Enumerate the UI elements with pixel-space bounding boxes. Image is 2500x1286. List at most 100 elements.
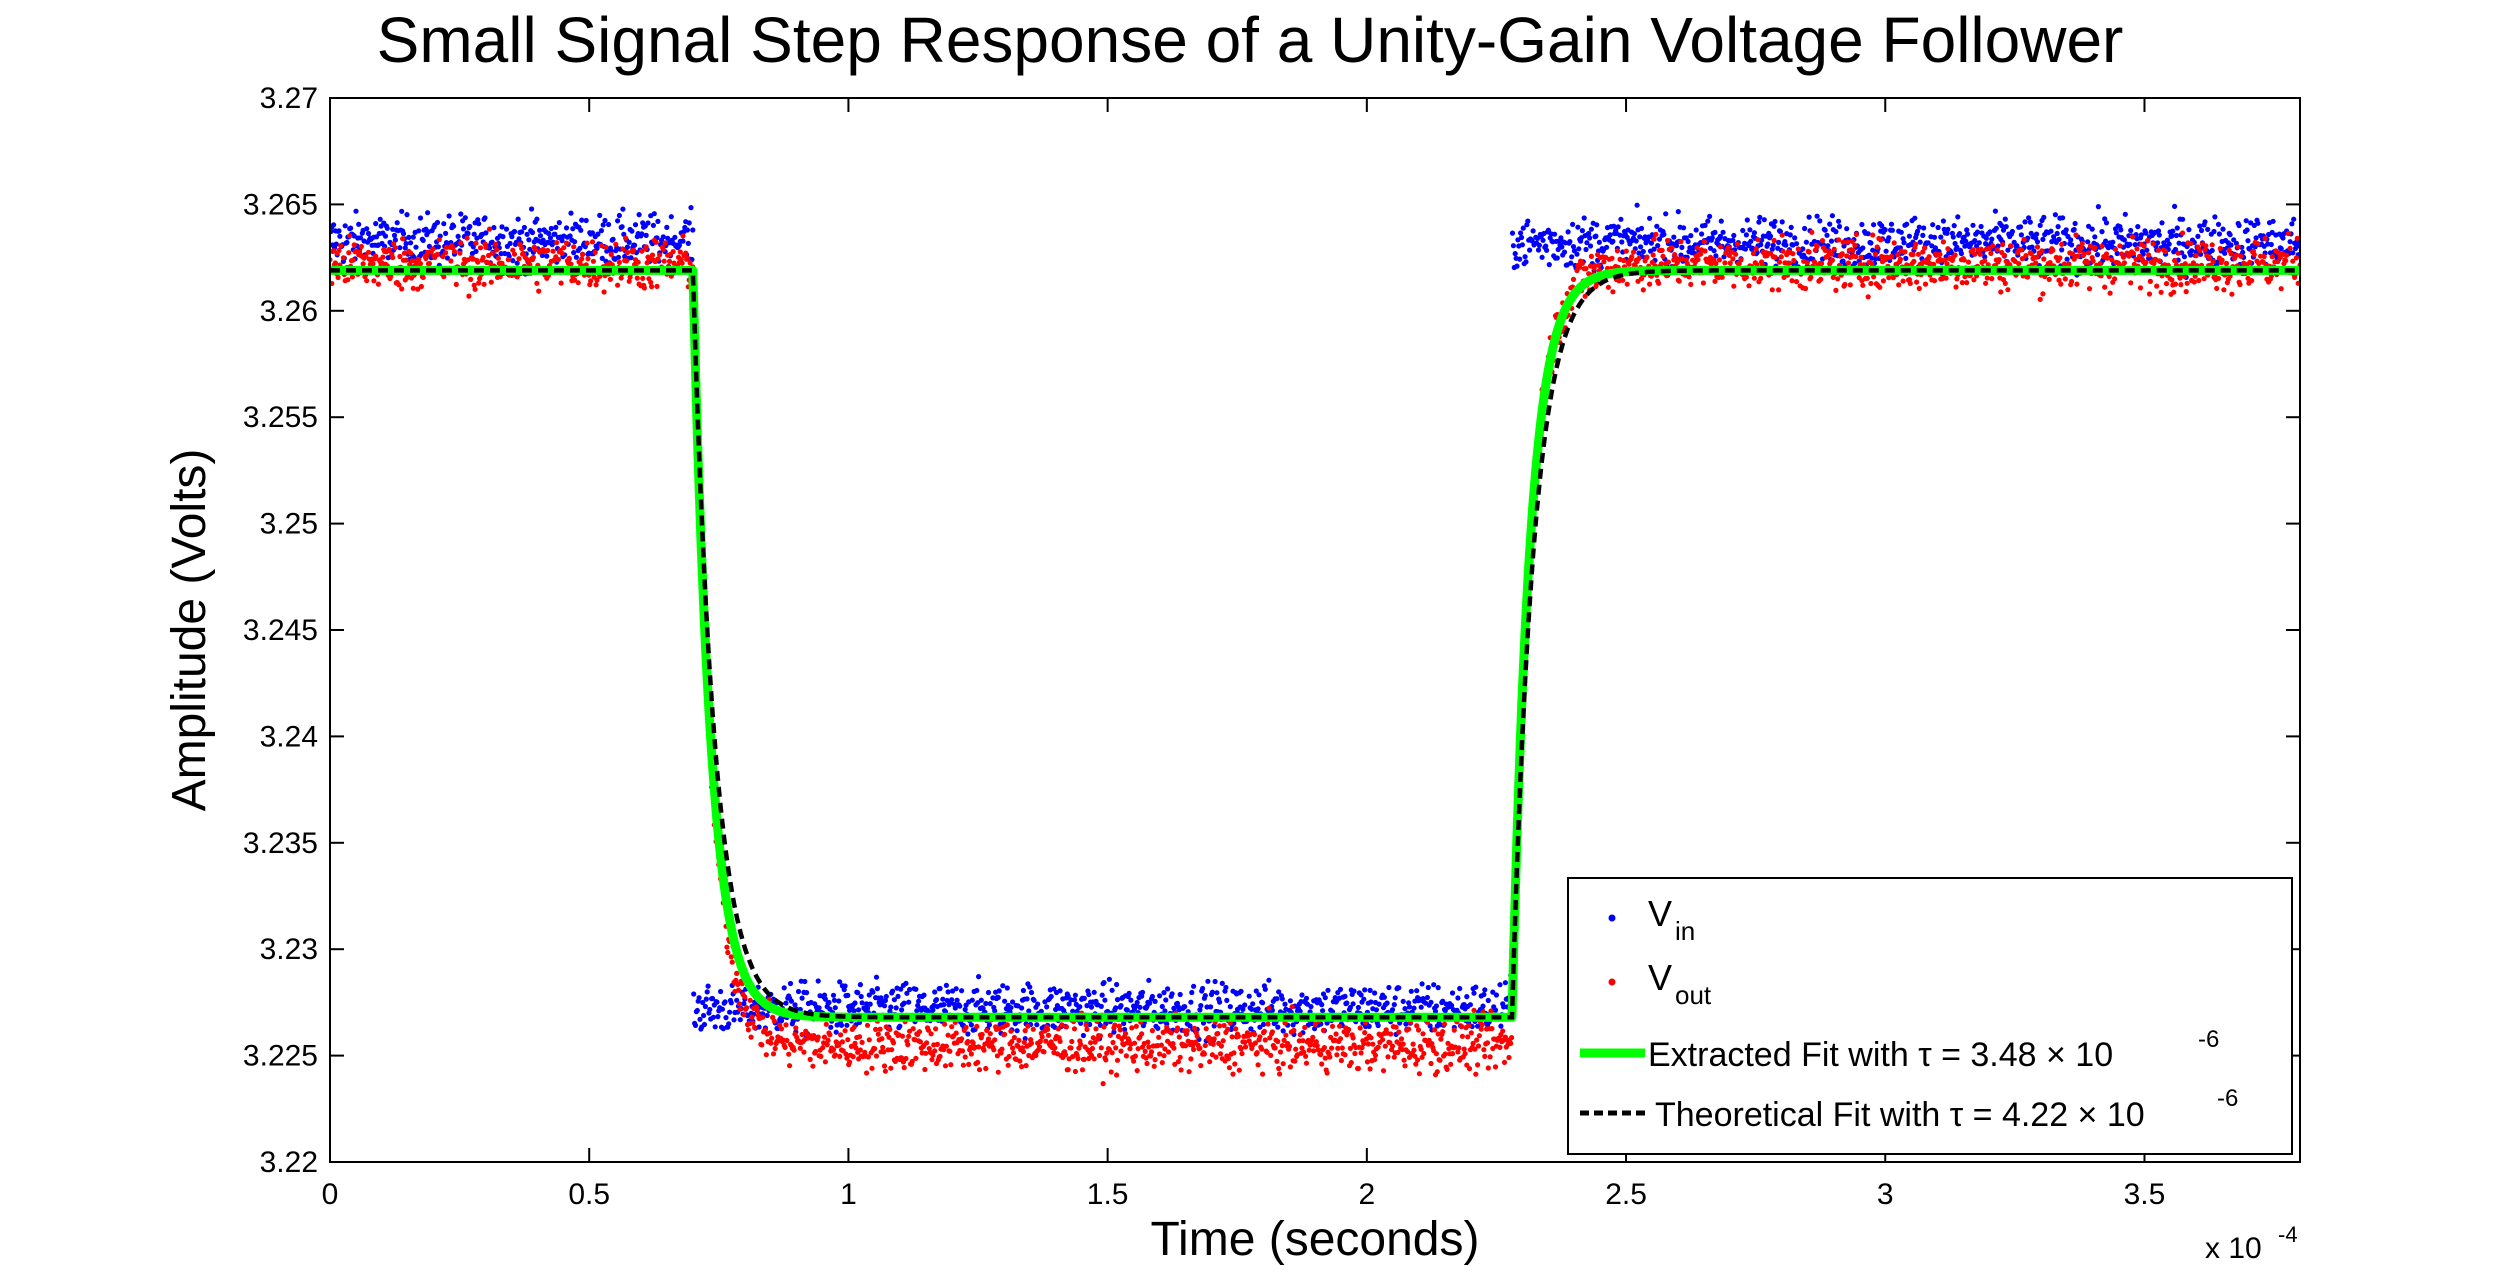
vin-point xyxy=(2155,240,2161,246)
vout-point xyxy=(1418,1046,1424,1052)
vin-point xyxy=(1543,243,1549,249)
vout-point xyxy=(845,1037,851,1043)
vin-point xyxy=(792,1002,798,1008)
vin-point xyxy=(451,223,457,229)
x-tick-label: 2.5 xyxy=(1605,1178,1647,1211)
vin-point xyxy=(547,235,554,241)
vout-point xyxy=(1097,1033,1103,1039)
vout-point xyxy=(825,1037,831,1043)
vout-point xyxy=(1251,1031,1258,1038)
vin-point xyxy=(1825,243,1831,249)
vin-point xyxy=(1381,994,1387,1000)
vin-point xyxy=(2289,221,2295,227)
vin-point xyxy=(1427,1023,1433,1029)
vout-point xyxy=(799,1031,805,1038)
vout-point xyxy=(1582,293,1588,299)
vout-point xyxy=(1688,281,1694,287)
vin-point xyxy=(1559,244,1565,250)
vout-point xyxy=(1299,1045,1305,1051)
vout-point xyxy=(736,1001,743,1007)
vout-point xyxy=(1717,244,1723,250)
vin-point xyxy=(680,238,686,244)
vout-point xyxy=(2228,251,2234,257)
vout-point xyxy=(1778,254,1784,260)
vin-point xyxy=(953,986,959,992)
x-tick-label: 1.5 xyxy=(1087,1178,1129,1211)
vin-point xyxy=(2172,246,2179,253)
vin-point xyxy=(1342,993,1348,1000)
vout-point xyxy=(883,1024,889,1030)
vout-point xyxy=(1096,1052,1103,1059)
vout-point xyxy=(1157,1051,1163,1057)
vin-point xyxy=(570,226,576,232)
vout-point xyxy=(724,944,730,950)
vout-point xyxy=(1791,257,1797,264)
vout-point xyxy=(1243,1044,1249,1050)
vin-point xyxy=(965,1031,971,1037)
vout-point xyxy=(1220,1038,1226,1044)
vin-point xyxy=(1631,231,1637,237)
legend-extracted-fit-exponent: -6 xyxy=(2198,1026,2219,1053)
vin-point xyxy=(913,986,919,992)
vout-point xyxy=(976,1044,982,1050)
vin-point xyxy=(2195,233,2201,239)
vout-point xyxy=(1444,1066,1450,1072)
vin-point xyxy=(957,1003,963,1009)
vout-point xyxy=(1158,1042,1164,1048)
vout-point xyxy=(1075,1055,1081,1062)
vin-point xyxy=(2110,239,2116,245)
vout-point xyxy=(608,251,614,258)
vout-point xyxy=(623,258,630,264)
vout-point xyxy=(1321,1045,1327,1051)
vout-point xyxy=(1289,1004,1295,1010)
vout-point xyxy=(1583,266,1589,272)
vout-point xyxy=(1132,1053,1138,1059)
vout-point xyxy=(1962,274,1968,280)
vin-point xyxy=(639,231,645,237)
vin-point xyxy=(1539,254,1545,260)
vout-point xyxy=(2172,257,2178,264)
vout-point xyxy=(925,1027,932,1033)
vin-point xyxy=(1467,1002,1473,1008)
vin-point xyxy=(1654,223,1660,229)
vout-point xyxy=(1474,1037,1480,1043)
vout-point xyxy=(347,233,353,239)
vin-point xyxy=(2089,226,2095,232)
vin-point xyxy=(1347,1004,1353,1011)
vin-point xyxy=(837,979,843,985)
vin-point xyxy=(483,230,489,236)
vin-point xyxy=(1888,221,1895,227)
vout-point xyxy=(1148,1053,1154,1059)
vout-point xyxy=(810,1063,816,1069)
vin-point xyxy=(1712,229,1718,235)
vin-point xyxy=(537,233,544,239)
vout-point xyxy=(875,1031,881,1037)
vin-point xyxy=(2188,252,2194,258)
vout-point xyxy=(1871,274,1877,280)
vout-point xyxy=(655,256,661,262)
vin-point xyxy=(1122,1026,1128,1033)
vin-point xyxy=(2092,234,2098,240)
vin-point xyxy=(413,244,419,250)
vin-point xyxy=(1860,245,1866,251)
vout-point xyxy=(1320,1027,1327,1033)
vin-point xyxy=(577,245,583,251)
vout-point xyxy=(2099,243,2105,249)
vout-point xyxy=(1716,257,1723,263)
vout-point xyxy=(1895,252,1901,258)
vout-point xyxy=(620,246,626,252)
vout-point xyxy=(2233,252,2239,258)
vin-point xyxy=(1072,992,1078,998)
vin-point xyxy=(2048,228,2054,234)
vin-point xyxy=(802,978,808,985)
vin-point xyxy=(417,215,424,221)
vin-point xyxy=(1114,981,1120,988)
vin-point xyxy=(1836,218,1842,224)
vout-point xyxy=(813,1048,819,1055)
vout-point xyxy=(995,1069,1001,1075)
vin-point xyxy=(1004,985,1010,991)
vin-point xyxy=(441,221,447,227)
vout-point xyxy=(1852,242,1858,248)
vout-point xyxy=(2217,245,2223,252)
vout-point xyxy=(1970,247,1976,253)
